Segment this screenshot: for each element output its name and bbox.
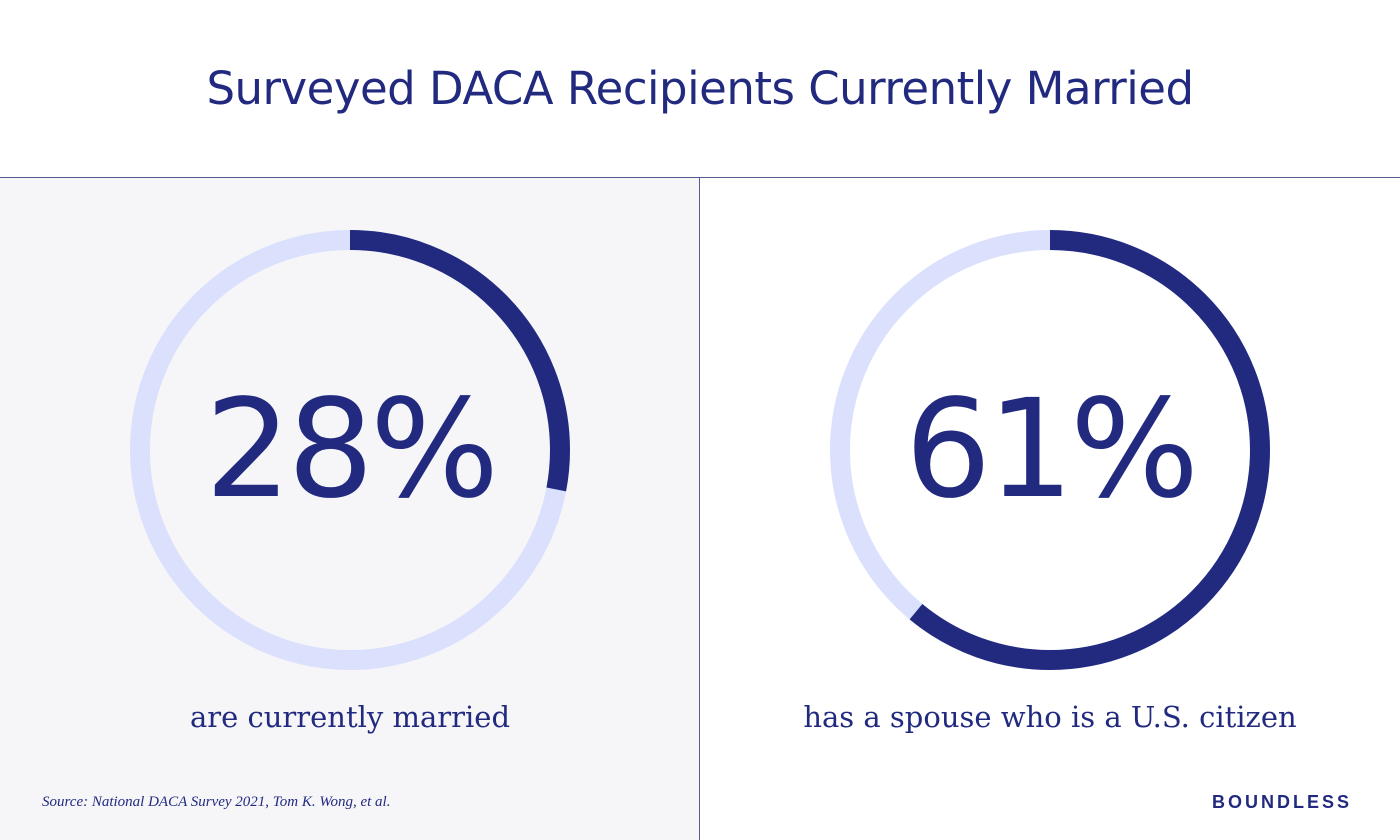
chart-title: Surveyed DACA Recipients Currently Marri… — [206, 62, 1194, 115]
donut-caption: are currently married — [189, 700, 511, 734]
donut-chart-spouse-citizen — [830, 230, 1270, 670]
source-note: Source: National DACA Survey 2021, Tom K… — [42, 794, 391, 810]
header: Surveyed DACA Recipients Currently Marri… — [0, 0, 1400, 178]
percent-value: 61% — [904, 371, 1199, 529]
percent-value: 28% — [204, 371, 499, 529]
donut-caption: has a spouse who is a U.S. citizen — [803, 700, 1297, 734]
donut-value-arc — [130, 230, 570, 670]
donut-chart-married — [130, 230, 570, 670]
donut-value-arc — [830, 230, 1270, 670]
panel-married: 28% are currently married Source: Nation… — [0, 178, 700, 840]
panel-spouse-citizen: 61% has a spouse who is a U.S. citizen B… — [700, 178, 1400, 840]
brand-logo: BOUNDLESS — [1211, 792, 1352, 812]
